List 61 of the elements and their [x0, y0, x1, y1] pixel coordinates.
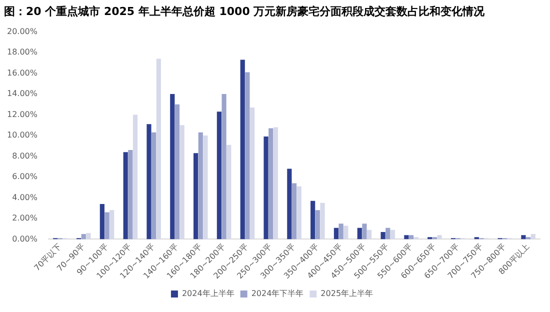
bar	[334, 228, 339, 240]
bar	[273, 127, 278, 240]
bar	[315, 210, 320, 240]
bar	[222, 94, 226, 240]
y-tick-label: 18.00%	[6, 48, 38, 57]
bar	[408, 235, 414, 240]
bar	[296, 186, 302, 240]
legend-label: 2024年下半年	[251, 289, 304, 298]
bar	[123, 152, 128, 240]
bar	[287, 168, 292, 240]
y-tick-label: 2.00%	[12, 214, 38, 223]
bar	[380, 232, 386, 240]
chart-title: 图：20 个重点城市 2025 年上半年总价超 1000 万元新房豪宅分面积段成交套数占比和变化情况	[4, 4, 485, 19]
bar	[128, 150, 133, 240]
legend-label: 2025年上半年	[320, 289, 374, 298]
bar	[245, 72, 250, 240]
legend-label: 2024年上半年	[182, 289, 234, 298]
y-tick-label: 8.00%	[12, 151, 38, 160]
bar	[344, 226, 348, 240]
bar	[180, 125, 184, 240]
bar	[521, 235, 526, 240]
bar	[292, 183, 297, 240]
bar	[110, 210, 114, 240]
bar	[198, 132, 203, 240]
bar	[226, 144, 232, 240]
bar	[170, 94, 175, 240]
bar	[530, 234, 536, 240]
y-tick-label: 6.00%	[12, 172, 38, 182]
y-tick-label: 0.00%	[12, 234, 38, 244]
bar	[152, 132, 156, 240]
y-tick-label: 4.00%	[12, 192, 38, 202]
bar	[320, 202, 325, 240]
bar	[132, 114, 138, 240]
bar	[216, 112, 222, 240]
bar	[194, 153, 198, 240]
bar	[386, 228, 390, 240]
bar	[100, 204, 104, 240]
bar	[264, 136, 268, 240]
bar	[338, 224, 344, 240]
bar	[268, 128, 274, 240]
bar	[240, 60, 245, 240]
bar	[250, 108, 255, 240]
bar	[104, 212, 110, 240]
y-tick-label: 10.00%	[6, 130, 38, 140]
bar	[146, 124, 152, 240]
bar	[156, 58, 161, 240]
bar	[390, 230, 396, 240]
y-tick-label: 14.00%	[6, 89, 38, 98]
bar	[203, 136, 208, 240]
bar	[404, 235, 409, 240]
bar	[174, 104, 180, 240]
y-tick-label: 20.00%	[6, 26, 38, 36]
bar	[437, 235, 442, 240]
bar	[86, 233, 91, 240]
y-tick-label: 16.00%	[6, 68, 38, 78]
bar	[362, 224, 367, 240]
bar	[81, 234, 86, 240]
bar	[367, 230, 372, 240]
y-tick-label: 12.00%	[6, 110, 38, 119]
bar	[357, 228, 362, 240]
bar	[310, 200, 316, 240]
